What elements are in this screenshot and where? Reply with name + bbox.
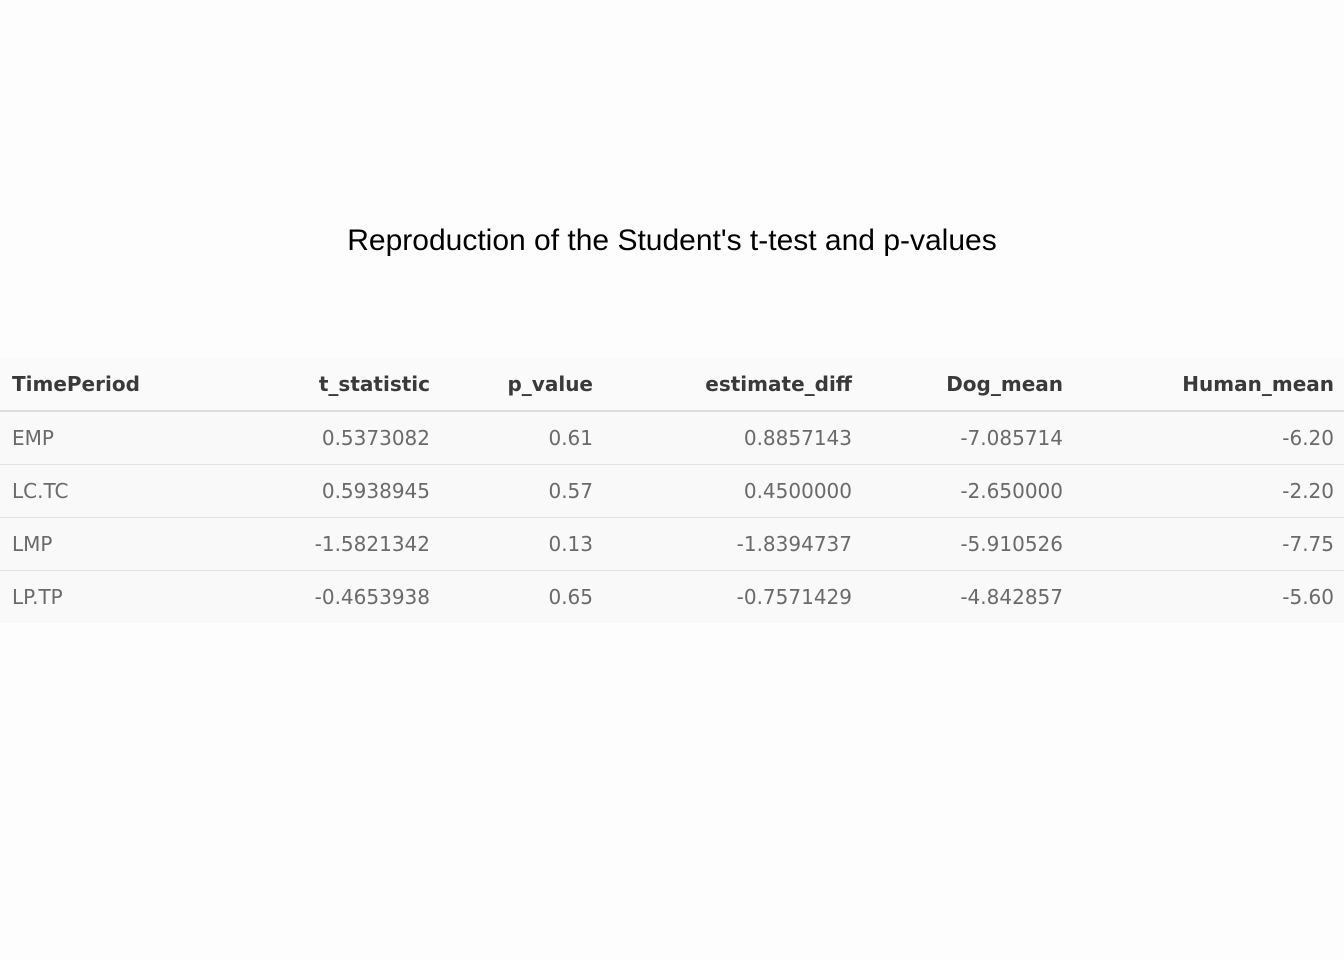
column-header-dog-mean: Dog_mean — [862, 358, 1073, 412]
column-header-timeperiod: TimePeriod — [0, 358, 250, 412]
cell-human-mean: -7.75 — [1073, 517, 1344, 571]
cell-estimate-diff: -1.8394737 — [603, 517, 862, 571]
cell-dog-mean: -2.650000 — [862, 464, 1073, 518]
table-row: LC.TC 0.5938945 0.57 0.4500000 -2.650000… — [0, 464, 1344, 518]
table-row: LMP -1.5821342 0.13 -1.8394737 -5.910526… — [0, 517, 1344, 571]
cell-t-statistic: -0.4653938 — [314, 585, 430, 609]
table-row: EMP 0.5373082 0.61 0.8857143 -7.085714 -… — [0, 411, 1344, 465]
cell-t-statistic: 0.5938945 — [250, 464, 440, 518]
cell-dog-mean: -5.910526 — [862, 517, 1073, 571]
results-table-container: TimePeriod t_statistic p_value estimate_… — [0, 358, 1344, 623]
cell-estimate-diff: 0.8857143 — [603, 411, 862, 465]
cell-p-value: 0.13 — [440, 517, 603, 571]
cell-dog-mean: -7.085714 — [862, 411, 1073, 465]
cell-human-mean: -6.20 — [1073, 411, 1344, 465]
column-header-human-mean: Human_mean — [1073, 358, 1344, 412]
cell-p-value: 0.57 — [440, 464, 603, 518]
cell-estimate-diff: 0.4500000 — [603, 464, 862, 518]
cell-human-mean: -5.60 — [1282, 585, 1334, 609]
cell-estimate-diff: -0.7571429 — [736, 585, 852, 609]
cell-timeperiod: LC.TC — [0, 464, 250, 518]
column-header-estimate-diff: estimate_diff — [603, 358, 862, 412]
cell-t-statistic: 0.5373082 — [250, 411, 440, 465]
cell-timeperiod: LP.TP — [12, 585, 63, 609]
cell-timeperiod: LMP — [0, 517, 250, 571]
cell-human-mean: -2.20 — [1073, 464, 1344, 518]
table-row: LP.TP -0.4653938 0.65 -0.7571429 -4.8428… — [0, 571, 1344, 624]
cell-timeperiod: EMP — [0, 411, 250, 465]
cell-p-value: 0.65 — [548, 585, 593, 609]
cell-p-value: 0.61 — [440, 411, 603, 465]
column-header-t-statistic: t_statistic — [250, 358, 440, 412]
column-header-p-value: p_value — [440, 358, 603, 412]
table-header-row: TimePeriod t_statistic p_value estimate_… — [0, 358, 1344, 412]
cell-t-statistic: -1.5821342 — [250, 517, 440, 571]
results-table: TimePeriod t_statistic p_value estimate_… — [0, 358, 1344, 623]
cell-dog-mean: -4.842857 — [960, 585, 1063, 609]
page-title: Reproduction of the Student's t-test and… — [347, 224, 997, 257]
